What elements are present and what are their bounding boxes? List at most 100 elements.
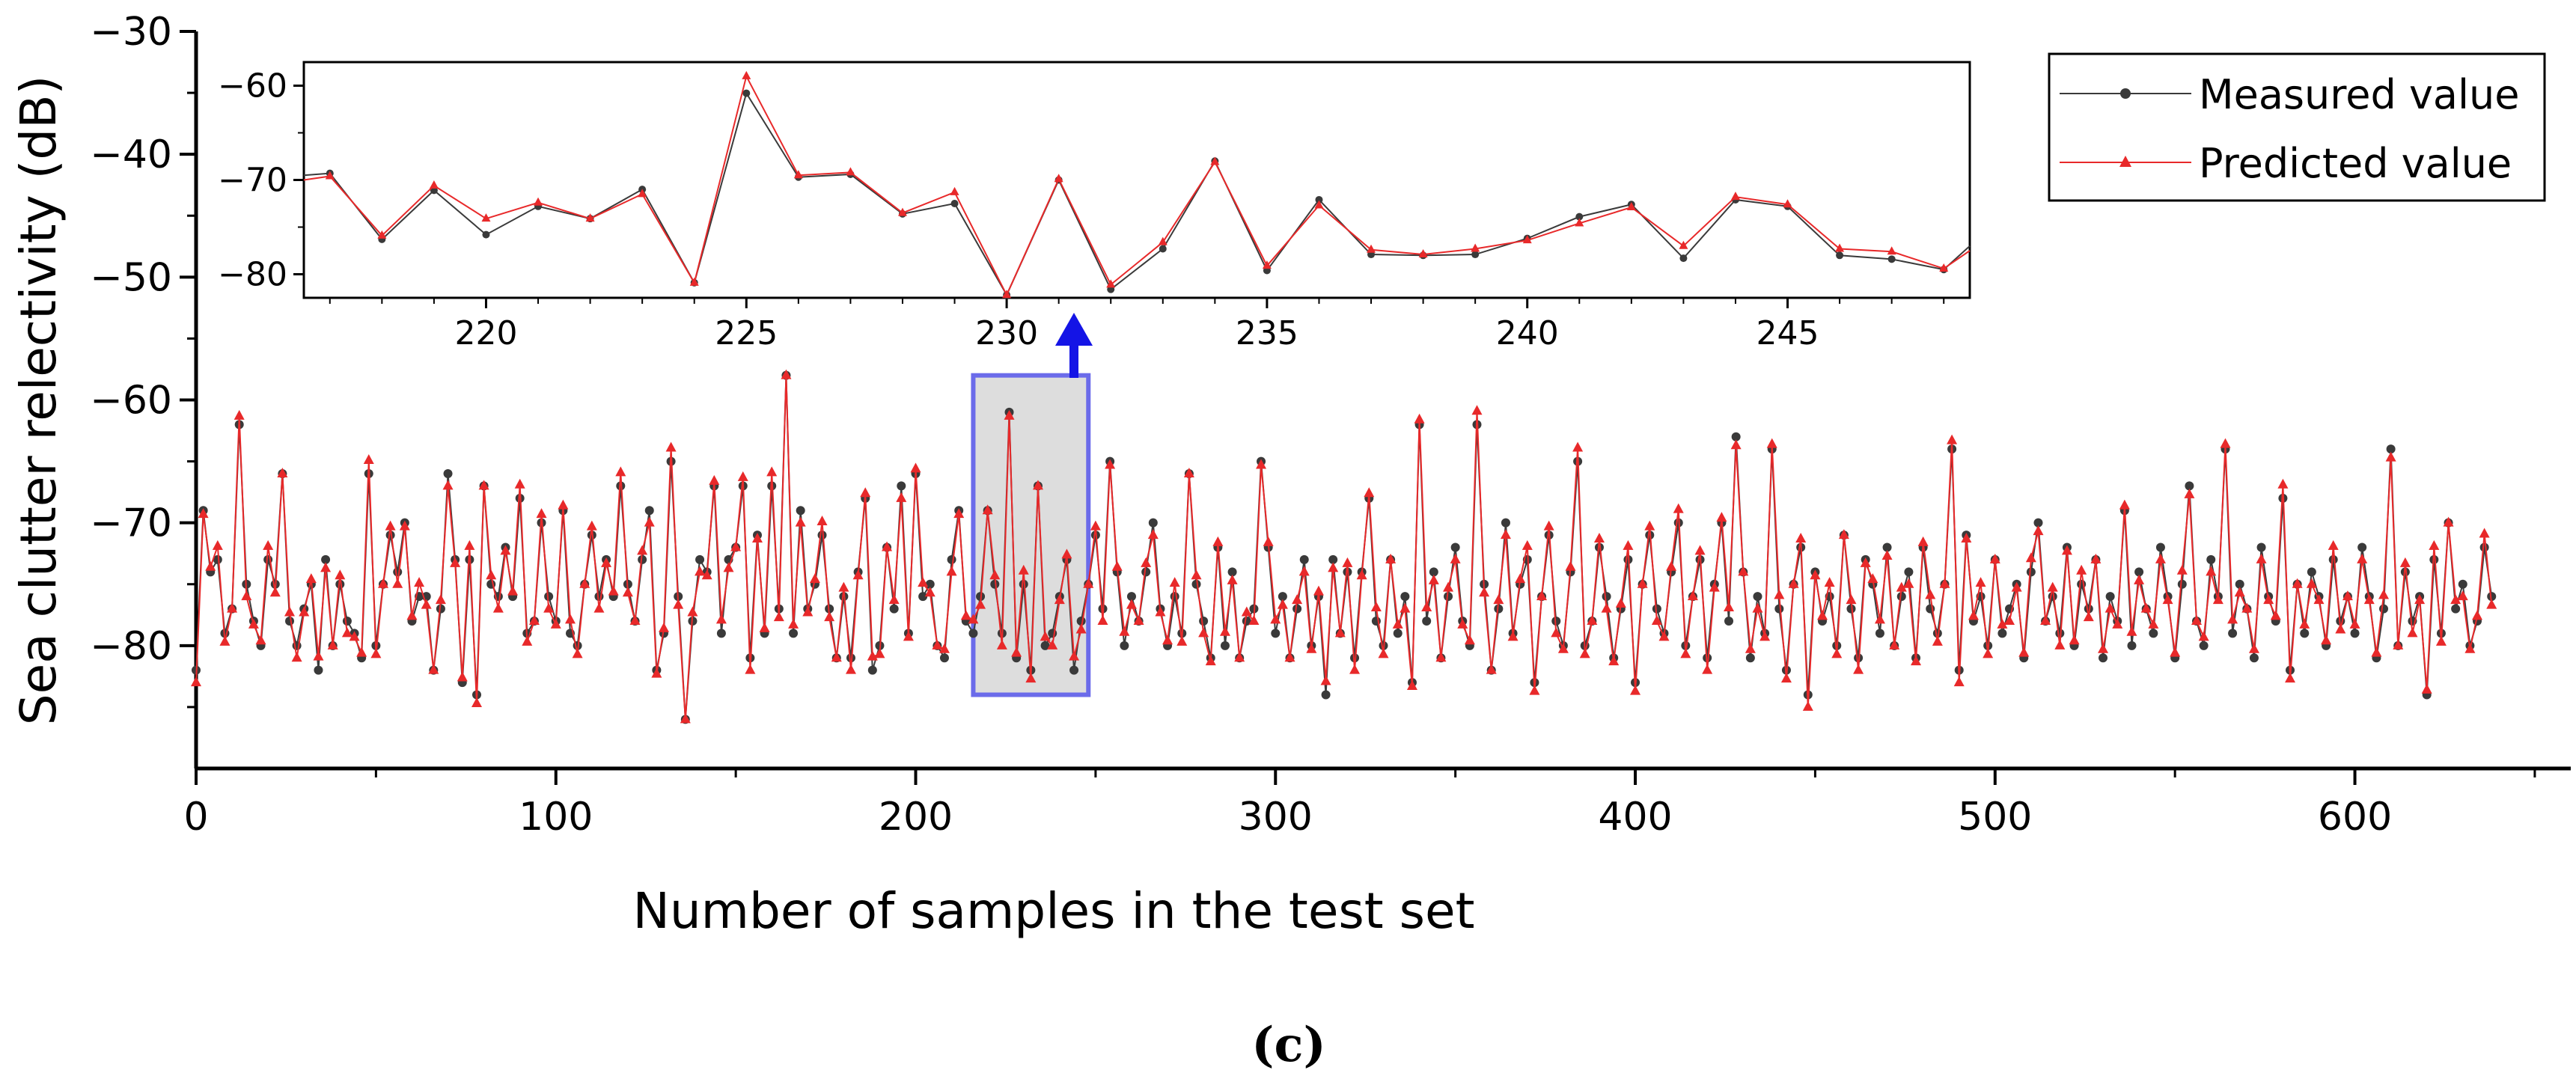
- inset-predicted-point: [1887, 246, 1896, 255]
- inset-measured-line: [303, 91, 1971, 297]
- predicted-point: [2011, 581, 2022, 592]
- y-axis-title: Sea clutter relectivity (dB): [10, 76, 67, 726]
- inset-measured-point: [1887, 255, 1896, 263]
- inset-predicted-point: [1002, 290, 1012, 299]
- predicted-point: [1608, 655, 1620, 666]
- measured-point: [1278, 592, 1287, 602]
- predicted-point: [558, 499, 569, 510]
- predicted-point: [932, 639, 943, 649]
- main-series-predicted: [191, 369, 2497, 724]
- predicted-point: [2479, 528, 2490, 538]
- predicted-point: [1486, 664, 1497, 674]
- measured-point: [1774, 604, 1784, 614]
- predicted-point: [1212, 536, 1224, 546]
- y-tick-label: −80: [90, 624, 172, 669]
- predicted-point: [2061, 545, 2072, 555]
- measured-point: [846, 653, 855, 663]
- predicted-point: [543, 602, 555, 613]
- predicted-point: [960, 610, 971, 620]
- predicted-point: [2212, 594, 2224, 605]
- predicted-point: [1241, 606, 1252, 617]
- predicted-point: [1270, 614, 1281, 624]
- predicted-point: [2155, 553, 2166, 563]
- measured-point: [321, 554, 331, 564]
- predicted-point: [1780, 673, 1792, 683]
- inset-x-tick-label: 245: [1756, 314, 1819, 352]
- predicted-point: [2198, 631, 2209, 641]
- measured-point: [1220, 641, 1230, 650]
- predicted-point: [2328, 540, 2339, 550]
- predicted-point: [2292, 578, 2303, 588]
- predicted-point: [1370, 601, 1382, 611]
- predicted-point: [1687, 590, 1698, 601]
- predicted-point: [1507, 631, 1519, 641]
- predicted-point: [601, 557, 612, 567]
- predicted-point: [1810, 569, 1821, 580]
- measured-point: [2149, 629, 2158, 638]
- predicted-point: [2357, 553, 2368, 563]
- inset-predicted-point: [1054, 174, 1063, 183]
- predicted-point: [1637, 578, 1648, 588]
- predicted-point: [1069, 650, 1080, 661]
- predicted-point: [982, 504, 993, 515]
- measured-point: [1904, 567, 1914, 577]
- measured-point: [2451, 604, 2461, 614]
- measured-point: [2105, 592, 2115, 602]
- predicted-point: [745, 664, 756, 674]
- predicted-point: [845, 664, 856, 674]
- predicted-point: [1248, 615, 1260, 625]
- inset-predicted-point: [638, 189, 647, 198]
- predicted-point: [1896, 581, 1907, 592]
- predicted-point: [212, 540, 223, 550]
- inset-frame: [302, 61, 1971, 299]
- predicted-point: [263, 540, 274, 550]
- predicted-point: [817, 516, 828, 526]
- predicted-point: [320, 562, 332, 572]
- predicted-point: [2076, 564, 2087, 575]
- predicted-point: [471, 697, 482, 707]
- measured-point: [2249, 653, 2259, 663]
- predicted-point: [406, 610, 418, 620]
- predicted-point: [492, 602, 504, 613]
- predicted-point: [1364, 487, 1375, 498]
- inset-predicted-point: [1522, 235, 1532, 244]
- predicted-point: [1651, 615, 1662, 625]
- measured-point: [616, 481, 626, 491]
- predicted-point: [1435, 652, 1447, 662]
- measured-point: [2177, 579, 2187, 589]
- measured-point: [284, 617, 294, 626]
- legend-box: [2048, 52, 2546, 202]
- predicted-point: [903, 631, 914, 641]
- predicted-point: [1593, 533, 1605, 543]
- inset-measured-point: [950, 200, 959, 207]
- measured-point: [1069, 665, 1079, 675]
- inset-measured-point: [1159, 245, 1167, 253]
- predicted-point: [2407, 627, 2418, 638]
- legend-label-predicted: Predicted value: [2199, 140, 2512, 187]
- predicted-point: [1414, 413, 1425, 424]
- predicted-point: [1673, 503, 1684, 513]
- inset-measured-point: [1575, 213, 1584, 221]
- measured-point: [2386, 444, 2396, 454]
- measured-point: [1191, 579, 1201, 589]
- measured-point: [436, 604, 445, 614]
- predicted-point: [1572, 441, 1584, 452]
- predicted-point: [1579, 648, 1590, 658]
- predicted-point: [500, 545, 511, 555]
- predicted-point: [910, 462, 921, 473]
- x-tick-label: 400: [1598, 795, 1672, 840]
- measured-point: [1321, 690, 1331, 700]
- predicted-point: [1162, 635, 1173, 645]
- predicted-point: [2385, 451, 2396, 462]
- predicted-point: [1176, 635, 1188, 646]
- inset-predicted-point: [1418, 249, 1428, 258]
- predicted-point: [2018, 647, 2030, 657]
- measured-point: [1450, 542, 1460, 552]
- predicted-point: [975, 599, 986, 609]
- measured-point: [1594, 542, 1604, 552]
- predicted-point: [996, 639, 1007, 649]
- predicted-point: [896, 492, 907, 502]
- x-tick-label: 100: [519, 795, 593, 840]
- predicted-point: [1795, 533, 1807, 543]
- predicted-point: [2306, 578, 2317, 588]
